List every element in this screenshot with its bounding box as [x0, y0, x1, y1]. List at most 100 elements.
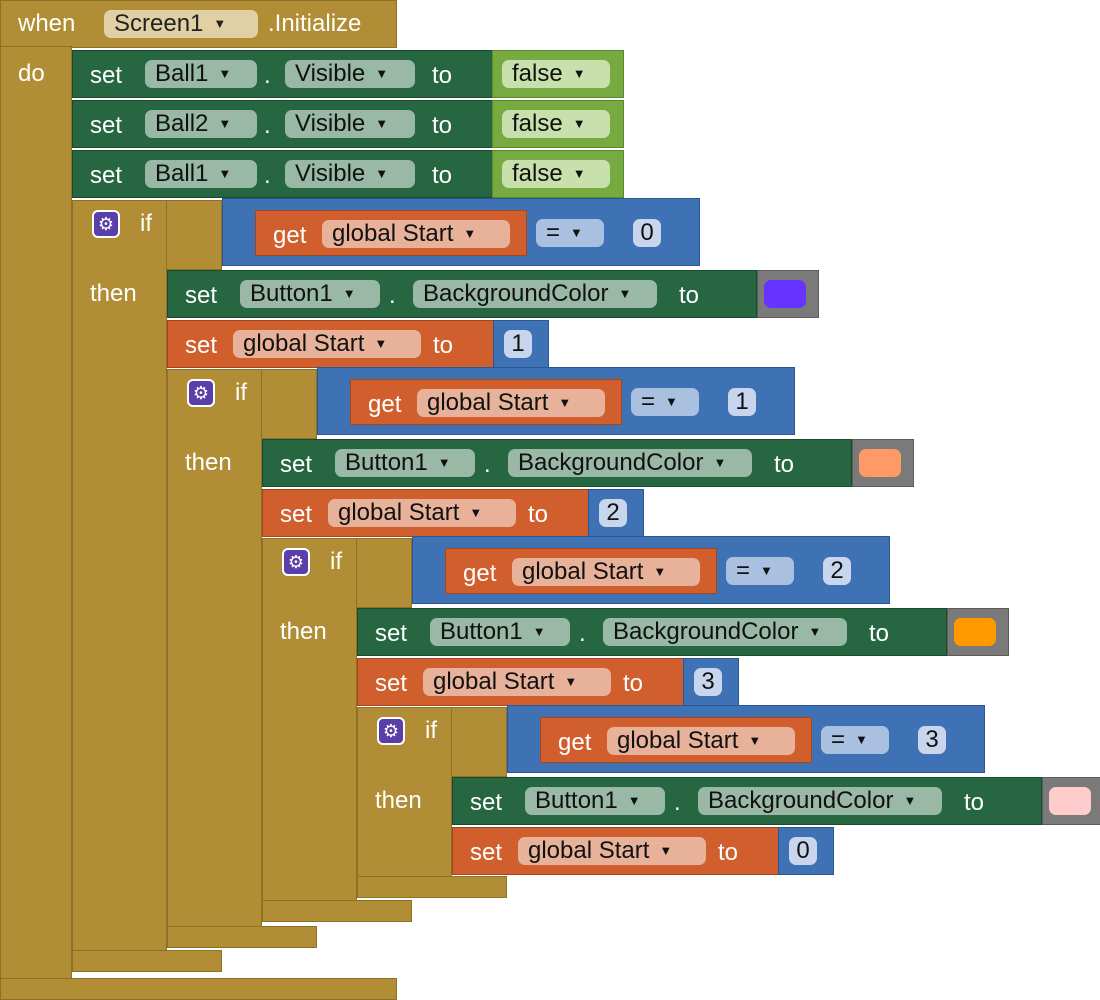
if-block-footer	[357, 876, 507, 898]
property-dropdown[interactable]: Visible ▼	[285, 60, 415, 88]
compare-number-field[interactable]: 2	[823, 557, 851, 585]
compare-number-field[interactable]: 0	[633, 219, 661, 247]
variable-dropdown[interactable]: global Start ▼	[512, 558, 700, 586]
gear-icon[interactable]: ⚙	[187, 379, 215, 407]
variable-dropdown[interactable]: global Start ▼	[328, 499, 516, 527]
set-visible-block[interactable]	[72, 150, 494, 198]
number-block[interactable]	[588, 489, 644, 537]
component-dropdown[interactable]: Button1 ▼	[525, 787, 665, 815]
component-dropdown-label: Button1	[535, 787, 618, 814]
gear-icon[interactable]: ⚙	[92, 210, 120, 238]
boolean-dropdown[interactable]: false ▼	[502, 160, 610, 188]
when-keyword: when	[18, 10, 76, 37]
variable-dropdown[interactable]: global Start ▼	[417, 389, 605, 417]
component-dropdown[interactable]: Button1 ▼	[430, 618, 570, 646]
color-swatch[interactable]	[764, 280, 806, 308]
number-field[interactable]: 1	[504, 330, 532, 358]
component-dropdown[interactable]: Ball1 ▼	[145, 160, 257, 188]
set-visible-block[interactable]	[72, 50, 494, 98]
property-dropdown-label: Visible	[295, 60, 366, 87]
property-dropdown[interactable]: Visible ▼	[285, 160, 415, 188]
then-keyword: then	[375, 787, 422, 814]
color-swatch[interactable]	[859, 449, 901, 477]
operator-dropdown[interactable]: = ▼	[821, 726, 889, 754]
component-dropdown[interactable]: Ball2 ▼	[145, 110, 257, 138]
if-block-spine	[262, 538, 357, 922]
then-keyword: then	[185, 449, 232, 476]
event-name: .Initialize	[268, 10, 362, 37]
variable-dropdown[interactable]: global Start ▼	[322, 220, 510, 248]
chevron-down-icon: ▼	[665, 394, 678, 409]
compare-number-field[interactable]: 3	[918, 726, 946, 754]
gear-icon[interactable]: ⚙	[377, 717, 405, 745]
operator-dropdown[interactable]: = ▼	[536, 219, 604, 247]
if-keyword: if	[330, 548, 342, 575]
number-field[interactable]: 3	[694, 668, 722, 696]
component-dropdown[interactable]: Ball1 ▼	[145, 60, 257, 88]
set-keyword: set	[185, 332, 218, 359]
set-visible-block[interactable]	[72, 100, 494, 148]
chevron-down-icon: ▼	[572, 166, 586, 181]
to-keyword: to	[718, 839, 739, 866]
property-dropdown[interactable]: BackgroundColor ▼	[508, 449, 752, 477]
variable-dropdown[interactable]: global Start ▼	[607, 727, 795, 755]
gear-icon[interactable]: ⚙	[282, 548, 310, 576]
chevron-down-icon: ▼	[218, 116, 232, 131]
property-dropdown[interactable]: BackgroundColor ▼	[603, 618, 847, 646]
dot-separator: .	[484, 451, 491, 478]
to-keyword: to	[623, 670, 644, 697]
get-keyword: get	[368, 391, 402, 418]
if-keyword: if	[140, 210, 152, 237]
boolean-dropdown[interactable]: false ▼	[502, 110, 610, 138]
to-keyword: to	[869, 620, 890, 647]
compare-number-field[interactable]: 1	[728, 388, 756, 416]
event-block-spine	[0, 46, 72, 998]
component-dropdown-label: Ball1	[155, 160, 209, 187]
operator-dropdown-label: =	[831, 726, 846, 753]
property-dropdown-label: BackgroundColor	[423, 280, 609, 307]
chevron-down-icon: ▼	[558, 395, 572, 410]
variable-dropdown[interactable]: global Start ▼	[518, 837, 706, 865]
property-dropdown[interactable]: BackgroundColor ▼	[413, 280, 657, 308]
to-keyword: to	[528, 501, 549, 528]
property-dropdown-label: BackgroundColor	[708, 787, 894, 814]
property-dropdown-label: BackgroundColor	[613, 618, 799, 645]
color-swatch[interactable]	[954, 618, 996, 646]
operator-dropdown[interactable]: = ▼	[726, 557, 794, 585]
screen-dropdown-label: Screen1	[114, 10, 204, 37]
do-keyword: do	[18, 60, 45, 87]
property-dropdown[interactable]: BackgroundColor ▼	[698, 787, 942, 815]
screen-dropdown[interactable]: Screen1 ▼	[104, 10, 258, 38]
chevron-down-icon: ▼	[618, 286, 632, 301]
boolean-dropdown-label: false	[512, 60, 563, 87]
if-block-footer	[167, 926, 317, 948]
boolean-dropdown[interactable]: false ▼	[502, 60, 610, 88]
property-dropdown[interactable]: Visible ▼	[285, 110, 415, 138]
set-variable-block[interactable]	[262, 489, 590, 537]
number-field[interactable]: 0	[789, 837, 817, 865]
chevron-down-icon: ▼	[218, 66, 232, 81]
chevron-down-icon: ▼	[627, 793, 641, 808]
variable-dropdown[interactable]: global Start ▼	[233, 330, 421, 358]
boolean-dropdown-label: false	[512, 160, 563, 187]
chevron-down-icon: ▼	[564, 674, 578, 689]
set-keyword: set	[280, 451, 313, 478]
operator-dropdown[interactable]: = ▼	[631, 388, 699, 416]
get-keyword: get	[273, 222, 307, 249]
if-block-spine	[72, 200, 167, 972]
number-field[interactable]: 2	[599, 499, 627, 527]
to-keyword: to	[432, 112, 453, 139]
boolean-dropdown-label: false	[512, 110, 563, 137]
dot-separator: .	[264, 112, 271, 139]
chevron-down-icon: ▼	[342, 286, 356, 301]
set-keyword: set	[90, 62, 123, 89]
if-keyword: if	[425, 717, 437, 744]
color-swatch[interactable]	[1049, 787, 1091, 815]
component-dropdown[interactable]: Button1 ▼	[240, 280, 380, 308]
component-dropdown-label: Ball2	[155, 110, 209, 137]
component-dropdown-label: Button1	[440, 618, 523, 645]
to-keyword: to	[432, 162, 453, 189]
component-dropdown[interactable]: Button1 ▼	[335, 449, 475, 477]
set-keyword: set	[470, 789, 503, 816]
variable-dropdown[interactable]: global Start ▼	[423, 668, 611, 696]
